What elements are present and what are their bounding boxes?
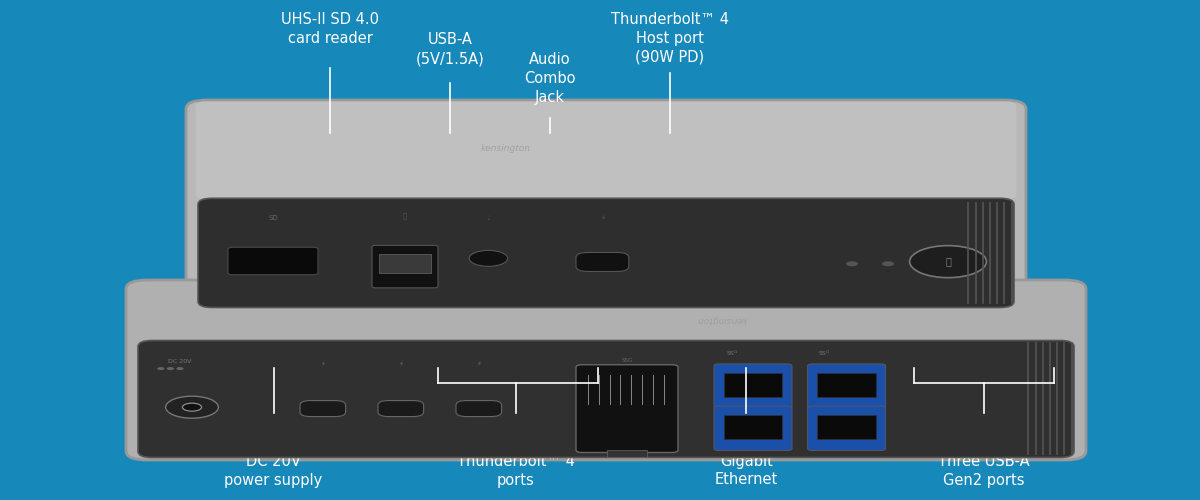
FancyBboxPatch shape — [714, 406, 792, 450]
Circle shape — [167, 367, 174, 370]
Circle shape — [166, 396, 218, 418]
Text: SSⁱ¹: SSⁱ¹ — [726, 350, 738, 356]
Circle shape — [157, 367, 164, 370]
Circle shape — [182, 403, 202, 411]
FancyBboxPatch shape — [456, 400, 502, 416]
Text: Thunderbolt™ 4
ports: Thunderbolt™ 4 ports — [457, 454, 575, 488]
FancyBboxPatch shape — [808, 406, 886, 450]
FancyBboxPatch shape — [714, 364, 792, 408]
Text: Gigabit
Ethernet: Gigabit Ethernet — [715, 454, 778, 488]
Bar — [606, 450, 648, 456]
FancyBboxPatch shape — [138, 340, 1074, 458]
Text: kensington: kensington — [480, 144, 530, 153]
FancyBboxPatch shape — [196, 102, 1016, 200]
Text: ⚡: ⚡ — [320, 361, 325, 367]
Text: ⚡: ⚡ — [600, 215, 605, 221]
Text: UHS-II SD 4.0
card reader: UHS-II SD 4.0 card reader — [281, 12, 379, 46]
Text: Audio
Combo
Jack: Audio Combo Jack — [524, 52, 575, 104]
Circle shape — [469, 250, 508, 266]
Circle shape — [846, 262, 858, 266]
Circle shape — [882, 262, 894, 266]
Text: ⚡: ⚡ — [398, 361, 403, 367]
Text: USB-A
(5V/1.5A): USB-A (5V/1.5A) — [415, 32, 485, 66]
FancyBboxPatch shape — [576, 365, 678, 452]
Bar — [724, 374, 782, 396]
Text: Three USB-A
Gen2 ports: Three USB-A Gen2 ports — [938, 454, 1030, 488]
Text: ♩: ♩ — [487, 215, 490, 221]
Bar — [379, 254, 431, 273]
Text: ␦: ␦ — [403, 212, 407, 219]
Text: SSG: SSG — [622, 358, 632, 362]
Bar — [724, 416, 782, 439]
FancyBboxPatch shape — [300, 400, 346, 416]
FancyBboxPatch shape — [372, 246, 438, 288]
FancyBboxPatch shape — [186, 100, 1026, 310]
Text: ⏻: ⏻ — [946, 256, 950, 266]
Circle shape — [176, 367, 184, 370]
FancyBboxPatch shape — [198, 198, 1014, 308]
Text: DC 20V: DC 20V — [168, 359, 192, 364]
Bar — [817, 374, 876, 396]
FancyBboxPatch shape — [378, 400, 424, 416]
Text: ⚡: ⚡ — [476, 361, 481, 367]
Text: DC 20V
power supply: DC 20V power supply — [224, 454, 323, 488]
FancyBboxPatch shape — [808, 364, 886, 408]
FancyBboxPatch shape — [576, 252, 629, 272]
Bar — [817, 416, 876, 439]
Text: kensington: kensington — [696, 315, 746, 324]
Text: Thunderbolt™ 4
Host port
(90W PD): Thunderbolt™ 4 Host port (90W PD) — [611, 12, 728, 64]
Text: SSⁱ¹: SSⁱ¹ — [818, 350, 830, 356]
FancyBboxPatch shape — [126, 280, 1086, 460]
Circle shape — [910, 246, 986, 278]
FancyBboxPatch shape — [228, 247, 318, 274]
Text: SD: SD — [268, 215, 278, 221]
